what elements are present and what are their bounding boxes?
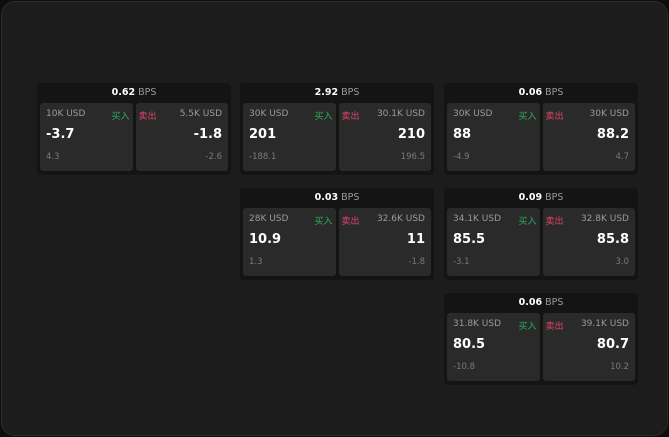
bid-size: 28K USD — [249, 214, 289, 224]
ask-size: 30K USD — [589, 109, 629, 119]
buy-tile[interactable]: 34.1K USD 买入 85.5 -3.1 — [447, 208, 540, 276]
ask-price: 210 — [397, 127, 425, 142]
buy-tile[interactable]: 10K USD 买入 -3.7 4.3 — [40, 103, 133, 171]
ask-price: 85.8 — [596, 232, 629, 247]
spread-value: 0.03 — [314, 192, 339, 203]
ask-change: 4.7 — [615, 152, 629, 162]
bid-price: 10.9 — [249, 232, 282, 247]
ask-change: 3.0 — [615, 257, 629, 267]
spread-header: 0.03 BPS — [240, 188, 434, 208]
sell-tile[interactable]: 卖出 32.6K USD 11 -1.8 — [338, 208, 431, 276]
quote-card: 0.09 BPS 34.1K USD 买入 85.5 -3.1 卖出 32.8K… — [444, 188, 638, 280]
spread-unit: BPS — [341, 87, 360, 98]
bid-price: 88 — [453, 127, 472, 142]
sell-tile[interactable]: 卖出 30K USD 88.2 4.7 — [542, 103, 635, 171]
spread-value: 0.06 — [518, 87, 543, 98]
bid-change: 4.3 — [46, 152, 60, 162]
quote-card: 2.92 BPS 30K USD 买入 201 -188.1 卖出 30.1K … — [240, 83, 434, 175]
buy-label: 买入 — [518, 322, 537, 332]
sell-label: 卖出 — [341, 217, 360, 227]
quote-card: 0.62 BPS 10K USD 买入 -3.7 4.3 卖出 5.5K USD… — [37, 83, 231, 175]
sell-label: 卖出 — [138, 112, 157, 122]
spread-unit: BPS — [545, 192, 564, 203]
sell-label: 卖出 — [341, 112, 360, 122]
sell-tile[interactable]: 卖出 32.8K USD 85.8 3.0 — [542, 208, 635, 276]
spread-value: 2.92 — [314, 87, 339, 98]
buy-label: 买入 — [314, 217, 333, 227]
ask-price: -1.8 — [193, 127, 222, 142]
ask-price: 11 — [406, 232, 425, 247]
quote-card: 0.06 BPS 31.8K USD 买入 80.5 -10.8 卖出 39.1… — [444, 293, 638, 385]
sell-tile[interactable]: 卖出 5.5K USD -1.8 -2.6 — [135, 103, 228, 171]
spread-unit: BPS — [545, 297, 564, 308]
sell-tile[interactable]: 卖出 30.1K USD 210 196.5 — [338, 103, 431, 171]
bid-change: -10.8 — [453, 362, 475, 372]
buy-label: 买入 — [518, 217, 537, 227]
ask-size: 39.1K USD — [580, 319, 629, 329]
buy-label: 买入 — [518, 112, 537, 122]
spread-value: 0.09 — [518, 192, 543, 203]
bid-price: -3.7 — [46, 127, 75, 142]
bid-size: 30K USD — [453, 109, 493, 119]
ask-size: 32.8K USD — [580, 214, 629, 224]
bid-change: 1.3 — [249, 257, 263, 267]
ask-change: -2.6 — [205, 152, 222, 162]
buy-label: 买入 — [314, 112, 333, 122]
spread-header: 0.06 BPS — [444, 293, 638, 313]
ask-size: 32.6K USD — [376, 214, 425, 224]
buy-tile[interactable]: 30K USD 买入 201 -188.1 — [243, 103, 336, 171]
spread-header: 0.09 BPS — [444, 188, 638, 208]
bid-size: 10K USD — [46, 109, 86, 119]
bid-size: 34.1K USD — [453, 214, 502, 224]
spread-value: 0.62 — [111, 87, 136, 98]
sell-label: 卖出 — [545, 112, 564, 122]
bid-size: 30K USD — [249, 109, 289, 119]
spread-unit: BPS — [545, 87, 564, 98]
ask-size: 30.1K USD — [376, 109, 425, 119]
bid-change: -4.9 — [453, 152, 470, 162]
quote-card: 0.03 BPS 28K USD 买入 10.9 1.3 卖出 32.6K US… — [240, 188, 434, 280]
bid-price: 80.5 — [453, 337, 486, 352]
sell-label: 卖出 — [545, 322, 564, 332]
bid-change: -188.1 — [249, 152, 277, 162]
spread-header: 0.06 BPS — [444, 83, 638, 103]
bid-change: -3.1 — [453, 257, 470, 267]
buy-label: 买入 — [111, 112, 130, 122]
ask-change: -1.8 — [408, 257, 425, 267]
bid-size: 31.8K USD — [453, 319, 502, 329]
quote-card: 0.06 BPS 30K USD 买入 88 -4.9 卖出 30K USD 8… — [444, 83, 638, 175]
spread-header: 0.62 BPS — [37, 83, 231, 103]
ask-price: 88.2 — [596, 127, 629, 142]
sell-label: 卖出 — [545, 217, 564, 227]
ask-change: 10.2 — [610, 362, 629, 372]
spread-unit: BPS — [138, 87, 157, 98]
bid-price: 85.5 — [453, 232, 486, 247]
buy-tile[interactable]: 28K USD 买入 10.9 1.3 — [243, 208, 336, 276]
ask-size: 5.5K USD — [179, 109, 222, 119]
spread-unit: BPS — [341, 192, 360, 203]
ask-price: 80.7 — [596, 337, 629, 352]
spread-value: 0.06 — [518, 297, 543, 308]
buy-tile[interactable]: 30K USD 买入 88 -4.9 — [447, 103, 540, 171]
buy-tile[interactable]: 31.8K USD 买入 80.5 -10.8 — [447, 313, 540, 381]
bid-price: 201 — [249, 127, 277, 142]
sell-tile[interactable]: 卖出 39.1K USD 80.7 10.2 — [542, 313, 635, 381]
ask-change: 196.5 — [400, 152, 425, 162]
spread-header: 2.92 BPS — [240, 83, 434, 103]
